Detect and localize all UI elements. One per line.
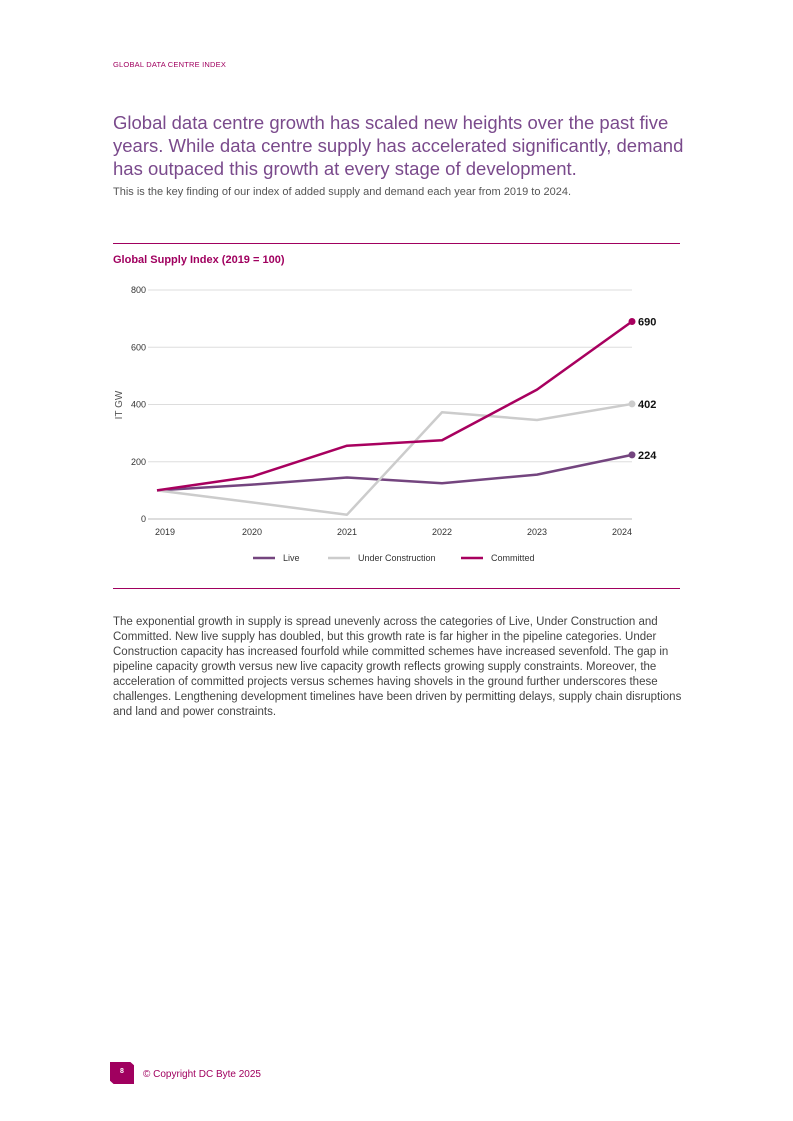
line-chart: 0 200 400 600 800 2019 2020 2021 2022 2023 2024 IT … — [114, 285, 657, 563]
data-label-live: 224 — [638, 450, 657, 462]
x-tick-label: 2020 — [242, 527, 262, 537]
data-label-under-construction: 402 — [638, 399, 656, 411]
series-line-committed — [156, 320, 633, 492]
x-tick-label: 2023 — [527, 527, 547, 537]
legend-label-committed: Committed — [491, 553, 535, 563]
divider-top — [113, 243, 680, 244]
x-tick-label: 2019 — [155, 527, 175, 537]
section-header: GLOBAL DATA CENTRE INDEX — [113, 60, 227, 69]
y-tick-label: 600 — [131, 342, 146, 352]
end-point-live — [628, 451, 636, 459]
legend-label-live: Live — [283, 553, 300, 563]
data-label-committed: 690 — [638, 316, 656, 328]
body-text: The exponential growth in supply is spre… — [113, 616, 682, 718]
x-tick-label: 2022 — [432, 527, 452, 537]
y-tick-label: 200 — [131, 457, 146, 467]
series-line-under-construction — [156, 402, 633, 516]
x-tick-label: 2021 — [337, 527, 357, 537]
page-number: 8 — [110, 1062, 134, 1084]
legend-label-under-construction: Under Construction — [358, 553, 436, 563]
end-point-under-construction — [628, 400, 636, 408]
end-point-committed — [628, 317, 636, 325]
subtitle: This is the key finding of our index of … — [113, 186, 572, 198]
y-tick-label: 400 — [131, 400, 146, 410]
y-tick-label: 0 — [141, 514, 146, 524]
chart-title: Global Supply Index (2019 = 100) — [113, 254, 285, 266]
divider-bottom — [113, 588, 680, 589]
y-tick-label: 800 — [131, 285, 146, 295]
headline: Global data centre growth has scaled new… — [113, 112, 684, 179]
y-axis-label: IT GW — [114, 390, 125, 419]
series-line-live — [156, 453, 633, 492]
copyright: © Copyright DC Byte 2025 — [143, 1069, 261, 1080]
x-tick-label: 2024 — [612, 527, 632, 537]
